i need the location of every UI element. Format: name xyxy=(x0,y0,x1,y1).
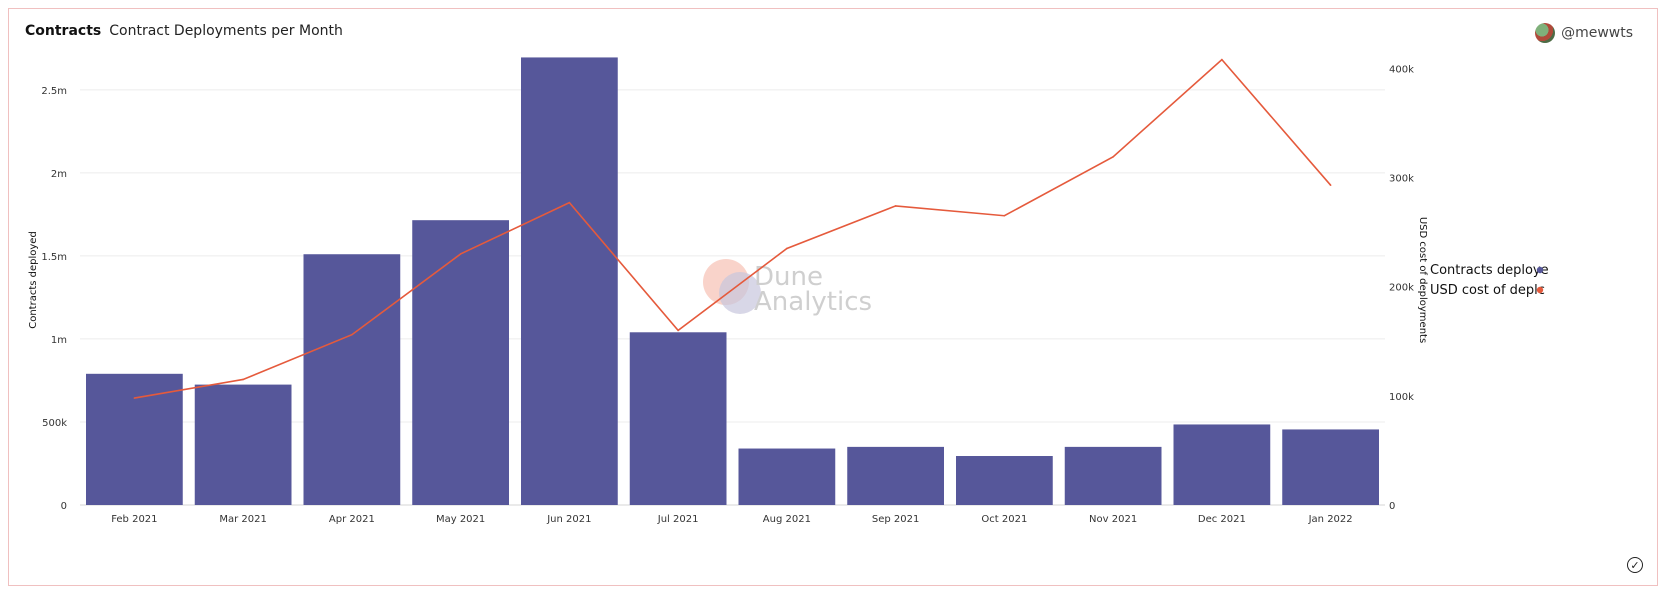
line-point xyxy=(1003,214,1006,217)
line-point xyxy=(1112,155,1114,158)
watermark-line2: Analytics xyxy=(754,287,872,317)
line-point xyxy=(786,247,788,250)
check-circle-icon[interactable]: ✓ xyxy=(1627,557,1643,573)
line-point xyxy=(677,329,679,332)
avatar-icon xyxy=(1535,23,1556,43)
x-tick-label: Jan 2022 xyxy=(1308,514,1353,525)
line-point xyxy=(242,378,244,381)
bar xyxy=(303,254,401,505)
y2-tick-label: 100k xyxy=(1389,392,1414,403)
bar xyxy=(194,384,292,505)
x-tick-label: Jul 2021 xyxy=(657,514,699,525)
x-tick-label: May 2021 xyxy=(436,514,485,525)
y-tick-label: 1m xyxy=(51,335,67,346)
legend-label: USD cost of deplc xyxy=(1430,283,1545,298)
series-line xyxy=(134,58,1332,399)
y-tick-label: 500k xyxy=(42,418,67,429)
bar xyxy=(1064,446,1162,505)
bar xyxy=(1282,429,1379,505)
y2-axis-label: USD cost of deployments xyxy=(1417,217,1428,343)
line-point xyxy=(1221,58,1223,61)
line-point xyxy=(133,397,136,399)
y2-tick-label: 300k xyxy=(1389,174,1414,185)
x-tick-label: Dec 2021 xyxy=(1198,514,1246,525)
y2-tick-label: 200k xyxy=(1389,283,1414,294)
bar xyxy=(847,446,944,505)
line-point xyxy=(894,205,897,207)
watermark: Dune Analytics xyxy=(703,259,872,317)
chart-section-title: Contracts xyxy=(25,23,102,39)
x-tick-label: Nov 2021 xyxy=(1089,514,1137,525)
x-tick-label: Aug 2021 xyxy=(763,514,811,525)
watermark-line1: Dune xyxy=(754,262,823,292)
legend: Contracts deploye USD cost of deplc xyxy=(1430,263,1549,298)
chart-header: Contracts Contract Deployments per Month xyxy=(25,23,343,39)
y-tick-label: 1.5m xyxy=(41,252,67,263)
bar xyxy=(956,456,1053,505)
line-point xyxy=(568,201,571,204)
x-tick-label: Feb 2021 xyxy=(111,514,157,525)
y-tick-label: 0 xyxy=(61,501,67,512)
bar xyxy=(412,220,509,505)
chart-title: Contract Deployments per Month xyxy=(109,23,343,39)
y-tick-label: 2m xyxy=(51,169,67,180)
legend-label: Contracts deploye xyxy=(1430,263,1549,278)
bar xyxy=(629,332,727,505)
line-point xyxy=(351,333,353,336)
y-axis-label: Contracts deployed xyxy=(28,231,39,329)
x-tick-label: Jun 2021 xyxy=(546,514,591,525)
x-tick-label: Apr 2021 xyxy=(329,514,375,525)
line-point xyxy=(1329,184,1332,186)
bar xyxy=(1173,424,1271,505)
x-tick-label: Mar 2021 xyxy=(219,514,267,525)
x-tick-label: Oct 2021 xyxy=(981,514,1027,525)
y-tick-label: 2.5m xyxy=(41,86,67,97)
legend-swatch xyxy=(1536,286,1544,294)
bar xyxy=(86,373,183,505)
x-tick-label: Sep 2021 xyxy=(872,514,919,525)
line-point xyxy=(459,253,462,255)
y2-tick-label: 0 xyxy=(1389,501,1395,512)
y2-tick-label: 400k xyxy=(1389,64,1414,75)
author-name: @mewwts xyxy=(1561,25,1633,41)
author-link[interactable]: @mewwts xyxy=(1535,23,1633,43)
bar xyxy=(521,57,618,505)
legend-swatch xyxy=(1536,266,1544,274)
bar xyxy=(738,448,836,505)
watermark-logo-circle-2 xyxy=(719,272,761,314)
